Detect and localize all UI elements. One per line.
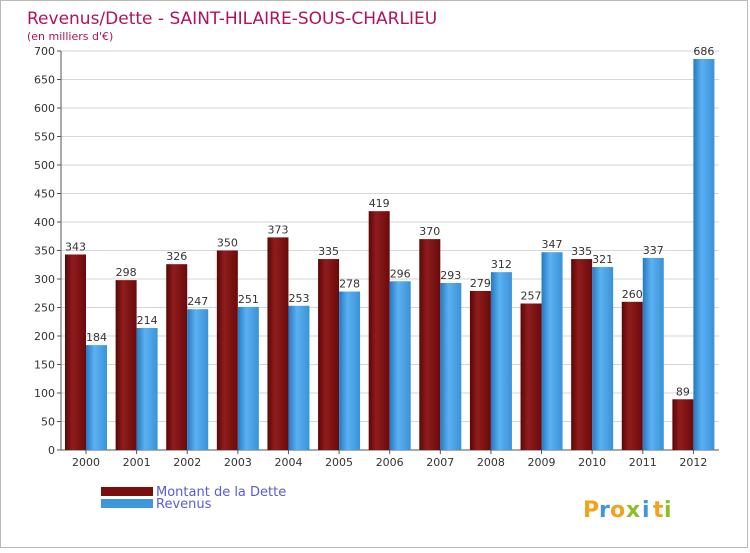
logo-letter: o [610, 498, 625, 523]
dette-bar [166, 264, 188, 450]
dette-bar [520, 303, 542, 450]
bar-value-label: 312 [491, 258, 512, 271]
revenus-bar [237, 306, 259, 450]
y-tick-label: 200 [34, 330, 55, 343]
y-tick-label: 450 [34, 188, 55, 201]
bar-value-label: 247 [187, 295, 208, 308]
revenus-bar [288, 305, 310, 450]
bar-value-label: 278 [339, 278, 360, 291]
revenus-bar [136, 328, 158, 450]
y-tick-label: 300 [34, 273, 55, 286]
revenus-bar [440, 282, 462, 450]
x-tick-label: 2001 [123, 456, 151, 469]
dette-bar [318, 259, 340, 450]
bar-value-label: 293 [440, 269, 461, 282]
x-tick-label: 2007 [426, 456, 454, 469]
bar-value-label: 184 [86, 331, 107, 344]
bar-value-label: 260 [622, 288, 643, 301]
x-tick-label: 2006 [376, 456, 404, 469]
revenus-bar [693, 58, 715, 450]
dette-bar [115, 280, 137, 450]
legend-label-dette: Montant de la Dette [156, 485, 286, 500]
bar-value-label: 335 [571, 245, 592, 258]
revenus-bar [339, 291, 361, 450]
chart-subtitle: (en milliers d'€) [27, 30, 113, 43]
y-tick-label: 250 [34, 302, 55, 315]
bar-value-label: 298 [116, 266, 137, 279]
y-tick-label: 500 [34, 159, 55, 172]
bar-value-label: 343 [65, 240, 86, 253]
bar-value-label: 296 [390, 267, 411, 280]
dette-bar [672, 399, 694, 450]
dette-bar [419, 239, 441, 450]
logo-letter: x [626, 498, 640, 523]
dette-bar [267, 237, 289, 450]
logo-letter: t [653, 498, 664, 523]
revenus-bar [490, 272, 512, 450]
y-tick-label: 150 [34, 359, 55, 372]
revenus-bar [86, 345, 107, 450]
revenus-bar [642, 257, 664, 450]
y-tick-label: 650 [34, 74, 55, 87]
dette-bar [216, 250, 238, 450]
x-tick-label: 2010 [578, 456, 606, 469]
logo-letter: i [664, 498, 672, 523]
bar-value-label: 253 [288, 292, 309, 305]
x-tick-label: 2003 [224, 456, 252, 469]
logo-letter: r [599, 498, 610, 523]
dette-bar [469, 290, 491, 450]
dette-bar [65, 254, 86, 450]
bar-value-label: 350 [217, 237, 238, 250]
x-tick-label: 2009 [528, 456, 556, 469]
bar-value-label: 279 [470, 277, 491, 290]
dette-bar [621, 301, 643, 450]
x-axis: 2000 2001 2002 2003 2004 2005 2006 2007 2008 2009… [72, 450, 707, 469]
x-tick-label: 2011 [629, 456, 657, 469]
bar-value-label: 321 [592, 253, 613, 266]
x-tick-label: 2012 [679, 456, 707, 469]
logo-letter: P [583, 498, 599, 523]
chart-title: Revenus/Dette - SAINT-HILAIRE-SOUS-CHARL… [27, 9, 437, 29]
y-tick-label: 700 [34, 45, 55, 58]
dette-bar [571, 259, 593, 450]
bar-value-label: 326 [166, 250, 187, 263]
y-tick-label: 0 [48, 444, 55, 457]
revenus-bar [187, 309, 209, 450]
bar-value-label: 257 [521, 290, 542, 303]
x-tick-label: 2008 [477, 456, 505, 469]
y-tick-label: 100 [34, 387, 55, 400]
logo-letter: i [642, 498, 650, 523]
bar-value-label: 89 [676, 385, 690, 398]
revenus-bar [592, 267, 614, 450]
bar-value-label: 419 [369, 197, 390, 210]
bar-value-label: 686 [693, 45, 714, 58]
revenus-bar [389, 281, 411, 450]
bar-value-label: 370 [419, 225, 440, 238]
bar-value-label: 335 [318, 245, 339, 258]
bar-value-label: 214 [137, 314, 158, 327]
x-tick-label: 2005 [325, 456, 353, 469]
x-tick-label: 2000 [72, 456, 100, 469]
legend-swatch-revenus [101, 499, 153, 508]
legend-swatch-dette [101, 487, 153, 496]
x-tick-label: 2004 [274, 456, 302, 469]
x-tick-label: 2002 [173, 456, 201, 469]
bar-value-label: 337 [643, 244, 664, 257]
bar-value-label: 347 [542, 238, 563, 251]
y-tick-label: 350 [34, 245, 55, 258]
y-tick-label: 50 [41, 416, 55, 429]
y-tick-label: 400 [34, 216, 55, 229]
bar-value-label: 251 [238, 293, 259, 306]
dette-bar [368, 211, 390, 450]
legend-label-revenus: Revenus [156, 497, 212, 512]
bars: 343 184 298 214 326 247 350 251 373 253 335 278 419 2… [65, 45, 715, 450]
y-tick-label: 550 [34, 131, 55, 144]
y-tick-label: 600 [34, 102, 55, 115]
bar-value-label: 373 [267, 223, 288, 236]
revenus-bar [541, 252, 563, 450]
